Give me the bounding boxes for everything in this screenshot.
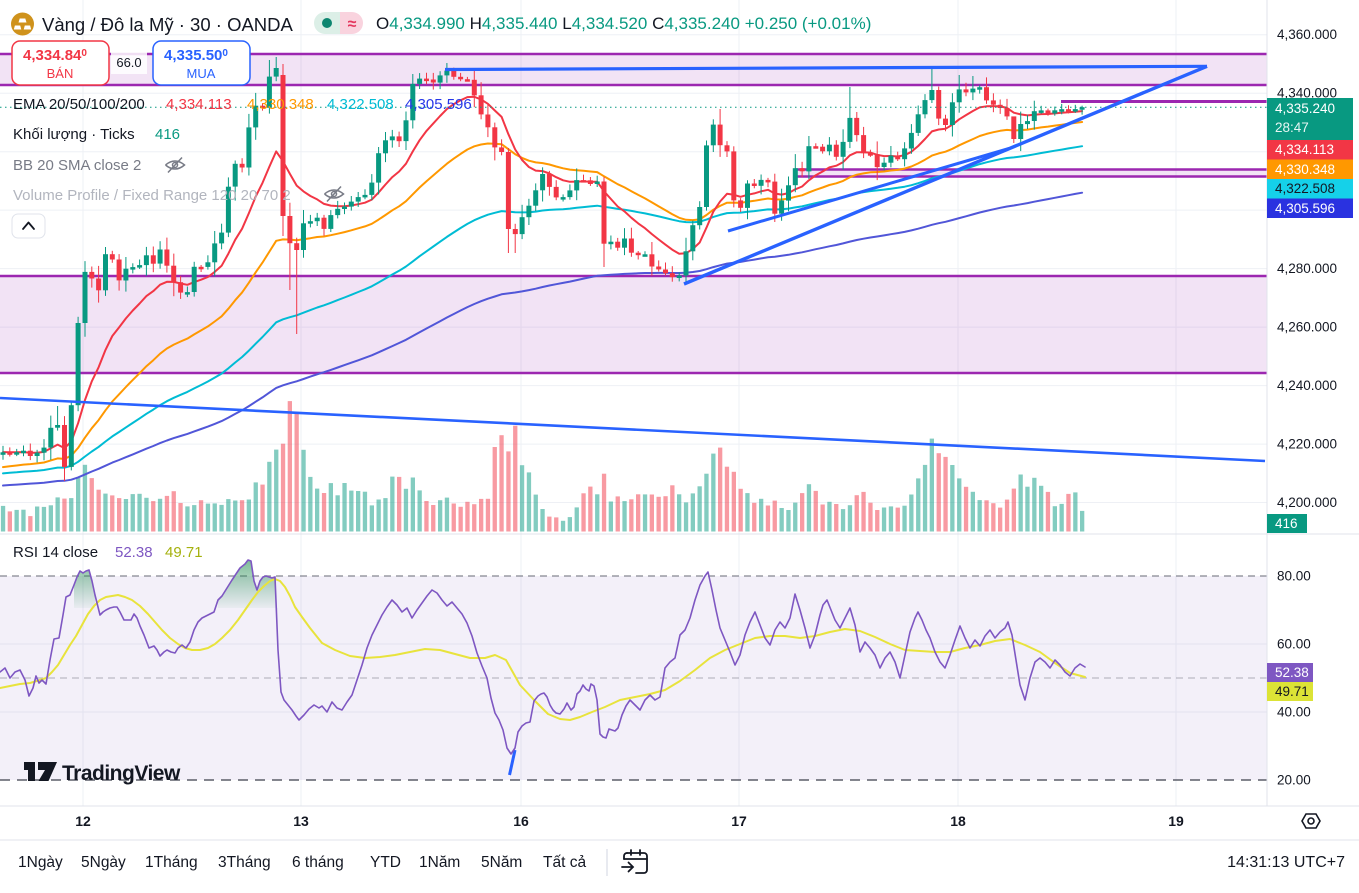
svg-text:16: 16 xyxy=(513,813,529,829)
svg-text:1Ngày: 1Ngày xyxy=(18,854,63,871)
svg-text:BÁN: BÁN xyxy=(47,66,74,81)
svg-text:4,200.000: 4,200.000 xyxy=(1277,495,1337,510)
svg-text:4,334.113: 4,334.113 xyxy=(166,96,232,113)
svg-text:4,360.000: 4,360.000 xyxy=(1277,27,1337,42)
svg-text:MUA: MUA xyxy=(187,66,216,81)
svg-text:416: 416 xyxy=(155,126,180,143)
svg-text:4,260.000: 4,260.000 xyxy=(1277,320,1337,335)
svg-text:19: 19 xyxy=(1168,813,1184,829)
svg-text:40.00: 40.00 xyxy=(1277,705,1311,720)
svg-text:Tất cả: Tất cả xyxy=(543,854,586,871)
svg-text:4,335.500: 4,335.500 xyxy=(164,47,228,64)
svg-text:66.0: 66.0 xyxy=(116,55,141,70)
svg-text:5Năm: 5Năm xyxy=(481,854,522,871)
svg-text:TradingView: TradingView xyxy=(62,762,181,785)
svg-text:EMA 20/50/100/200: EMA 20/50/100/200 xyxy=(13,96,145,113)
svg-text:4,305.596: 4,305.596 xyxy=(405,96,472,113)
svg-text:1Tháng: 1Tháng xyxy=(145,854,198,871)
svg-text:49.71: 49.71 xyxy=(1275,684,1309,699)
svg-text:O4,334.990 H4,335.440 L4,334.5: O4,334.990 H4,335.440 L4,334.520 C4,335.… xyxy=(376,14,871,33)
svg-text:4,334.840: 4,334.840 xyxy=(23,47,87,64)
svg-text:28:47: 28:47 xyxy=(1275,120,1309,135)
svg-text:≈: ≈ xyxy=(348,16,357,33)
svg-text:17: 17 xyxy=(731,813,747,829)
svg-text:4,340.000: 4,340.000 xyxy=(1277,86,1337,101)
svg-text:20.00: 20.00 xyxy=(1277,773,1311,788)
svg-text:13: 13 xyxy=(293,813,309,829)
svg-text:14:31:13 UTC+7: 14:31:13 UTC+7 xyxy=(1227,854,1345,871)
svg-text:4,280.000: 4,280.000 xyxy=(1277,261,1337,276)
svg-text:52.38: 52.38 xyxy=(1275,665,1309,680)
svg-text:60.00: 60.00 xyxy=(1277,637,1311,652)
svg-text:4,305.596: 4,305.596 xyxy=(1275,201,1335,216)
svg-text:Volume Profile / Fixed Range 1: Volume Profile / Fixed Range 120 20 70 2 xyxy=(13,187,291,204)
svg-text:4,330.348: 4,330.348 xyxy=(1275,162,1335,177)
svg-text:4,335.240: 4,335.240 xyxy=(1275,101,1335,116)
svg-text:1Năm: 1Năm xyxy=(419,854,460,871)
svg-text:18: 18 xyxy=(950,813,966,829)
svg-text:80.00: 80.00 xyxy=(1277,569,1311,584)
svg-text:Khối lượng · Ticks: Khối lượng · Ticks xyxy=(13,126,135,143)
svg-text:416: 416 xyxy=(1275,516,1298,531)
svg-text:4,322.508: 4,322.508 xyxy=(1275,181,1335,196)
svg-text:4,240.000: 4,240.000 xyxy=(1277,378,1337,393)
svg-text:YTD: YTD xyxy=(370,854,401,871)
svg-text:5Ngày: 5Ngày xyxy=(81,854,126,871)
svg-text:4,220.000: 4,220.000 xyxy=(1277,437,1337,452)
svg-text:BB 20 SMA close 2: BB 20 SMA close 2 xyxy=(13,157,141,174)
svg-text:12: 12 xyxy=(75,813,91,829)
svg-text:4,322.508: 4,322.508 xyxy=(327,96,394,113)
svg-text:6 tháng: 6 tháng xyxy=(292,854,344,871)
svg-text:49.71: 49.71 xyxy=(165,544,203,561)
svg-text:52.38: 52.38 xyxy=(115,544,153,561)
svg-text:Vàng / Đô la Mỹ · 30 · OANDA: Vàng / Đô la Mỹ · 30 · OANDA xyxy=(42,14,294,35)
svg-text:3Tháng: 3Tháng xyxy=(218,854,271,871)
svg-text:RSI 14 close: RSI 14 close xyxy=(13,544,98,561)
svg-text:4,334.113: 4,334.113 xyxy=(1275,142,1334,157)
svg-text:4,330.348: 4,330.348 xyxy=(247,96,314,113)
